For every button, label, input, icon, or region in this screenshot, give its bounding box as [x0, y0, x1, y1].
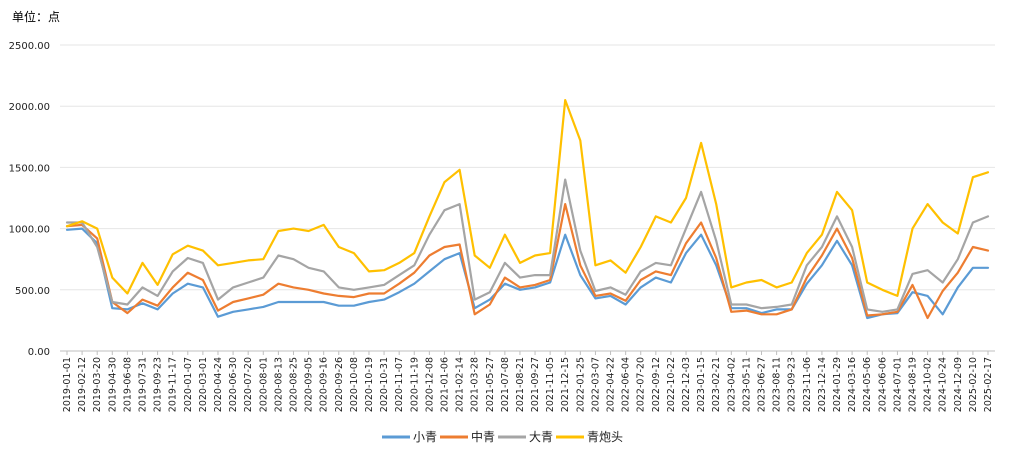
x-axis: 2019-01-01 2019-02-12 2019-03-20 2019-04-30… — [62, 351, 994, 412]
x-tick-label: 2024-03-16 — [847, 357, 858, 412]
x-tick-label: 2023-02-21 — [711, 357, 722, 412]
x-tick-label: 2021-09-27 — [530, 357, 541, 412]
x-tick-label: 2020-03-01 — [198, 357, 209, 412]
gridlines — [60, 44, 995, 352]
x-tick-label: 2020-11-07 — [394, 357, 405, 412]
x-tick-label: 2025-02-10 — [968, 357, 979, 412]
x-tick-label: 2020-04-24 — [213, 357, 224, 412]
legend-label: 青炮头 — [587, 430, 623, 444]
y-tick-label: 500.00 — [15, 286, 50, 297]
x-tick-label: 2020-01-07 — [183, 357, 194, 412]
x-tick-label: 2019-01-01 — [62, 357, 73, 412]
series-lines — [65, 98, 990, 320]
series-line-1 — [65, 203, 990, 320]
x-tick-label: 2020-12-08 — [424, 357, 435, 412]
x-tick-label: 2020-11-19 — [409, 357, 420, 412]
x-tick-label: 2024-10-02 — [923, 357, 934, 412]
x-tick-label: 2024-08-19 — [908, 357, 919, 412]
x-tick-label: 2023-09-23 — [787, 357, 798, 412]
x-tick-label: 2021-01-06 — [439, 357, 450, 412]
x-tick-label: 2020-09-16 — [319, 357, 330, 412]
x-tick-label: 2025-02-17 — [983, 357, 994, 412]
x-tick-label: 2023-04-02 — [726, 357, 737, 412]
series-line-3 — [65, 98, 990, 297]
x-tick-label: 2021-05-27 — [485, 357, 496, 412]
y-tick-label: 1000.00 — [9, 225, 50, 236]
legend: 小青 中青 大青 青炮头 — [382, 429, 623, 444]
x-tick-label: 2022-03-07 — [590, 357, 601, 412]
x-tick-label: 2022-12-03 — [681, 357, 692, 412]
legend-label: 大青 — [529, 430, 553, 444]
x-tick-label: 2024-05-06 — [862, 357, 873, 412]
x-tick-label: 2023-11-06 — [802, 357, 813, 412]
y-axis: 0.00 500.00 1000.00 1500.00 2000.00 2500.00 — [9, 41, 50, 358]
legend-label: 小青 — [413, 430, 437, 444]
series-line-0 — [65, 227, 990, 320]
x-tick-label: 2023-06-27 — [757, 357, 768, 412]
x-tick-label: 2023-12-14 — [817, 357, 828, 412]
x-tick-label: 2021-08-21 — [515, 357, 526, 412]
x-tick-label: 2022-01-25 — [575, 357, 586, 412]
x-tick-label: 2021-11-05 — [545, 357, 556, 412]
y-tick-label: 2500.00 — [9, 41, 50, 52]
x-tick-label: 2022-04-22 — [606, 357, 617, 412]
x-tick-label: 2020-08-13 — [273, 357, 284, 412]
x-tick-label: 2024-12-09 — [953, 357, 964, 412]
x-tick-label: 2020-09-26 — [334, 357, 345, 412]
x-tick-label: 2020-08-25 — [288, 357, 299, 412]
x-tick-label: 2024-06-06 — [877, 357, 888, 412]
x-tick-label: 2020-10-19 — [364, 357, 375, 412]
x-tick-label: 2019-11-17 — [168, 357, 179, 412]
x-tick-label: 2023-01-15 — [696, 357, 707, 412]
x-tick-label: 2019-03-20 — [92, 357, 103, 412]
x-tick-label: 2022-07-20 — [636, 357, 647, 412]
series-line-2 — [65, 178, 990, 313]
x-tick-label: 2020-10-08 — [349, 357, 360, 412]
x-tick-label: 2024-01-29 — [832, 357, 843, 412]
x-tick-label: 2019-04-30 — [107, 357, 118, 412]
x-tick-label: 2020-08-01 — [258, 357, 269, 412]
x-tick-label: 2021-02-14 — [455, 357, 466, 412]
x-tick-label: 2021-12-15 — [560, 357, 571, 412]
y-tick-label: 0.00 — [28, 347, 50, 358]
x-tick-label: 2022-10-22 — [666, 357, 677, 412]
x-tick-label: 2022-06-04 — [621, 357, 632, 412]
y-tick-label: 2000.00 — [9, 102, 50, 113]
x-tick-label: 2023-08-11 — [772, 357, 783, 412]
y-tick-label: 1500.00 — [9, 163, 50, 174]
x-tick-label: 2019-06-08 — [122, 357, 133, 412]
x-tick-label: 2020-10-31 — [379, 357, 390, 412]
x-tick-label: 2020-07-20 — [243, 357, 254, 412]
x-tick-label: 2021-07-08 — [500, 357, 511, 412]
unit-label: 单位：点 — [12, 9, 60, 24]
x-tick-label: 2024-07-01 — [892, 357, 903, 412]
x-tick-label: 2024-10-24 — [938, 357, 949, 412]
x-tick-label: 2020-06-30 — [228, 357, 239, 412]
legend-label: 中青 — [471, 429, 495, 444]
x-tick-label: 2019-07-31 — [137, 357, 148, 412]
x-tick-label: 2019-09-23 — [153, 357, 164, 412]
x-tick-label: 2023-05-11 — [741, 357, 752, 412]
x-tick-label: 2019-02-12 — [77, 357, 88, 412]
x-tick-label: 2022-09-12 — [651, 357, 662, 412]
x-tick-label: 2021-03-28 — [470, 357, 481, 412]
x-tick-label: 2020-09-05 — [304, 357, 315, 412]
